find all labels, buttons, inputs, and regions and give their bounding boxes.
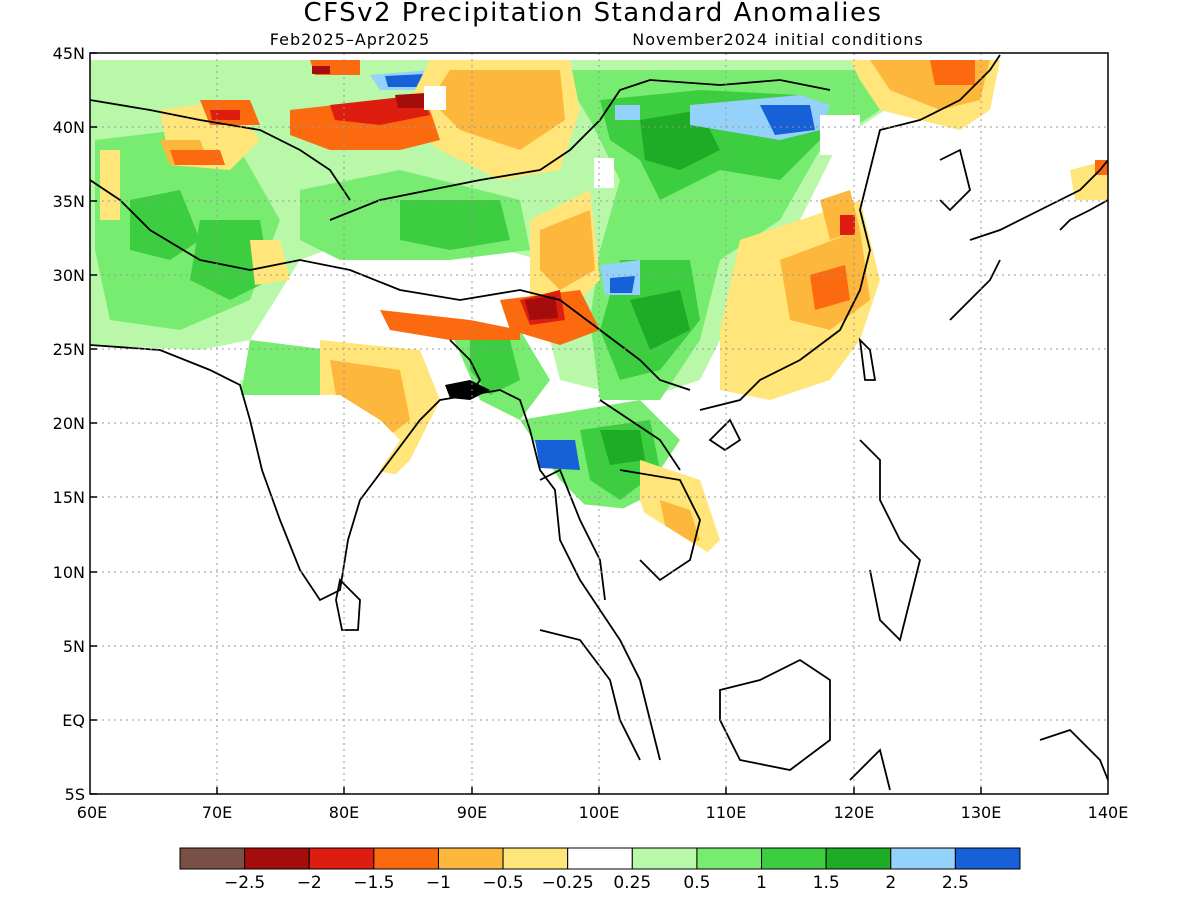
colorbar-label: −2	[297, 873, 322, 893]
axis-ticks	[90, 52, 982, 795]
colorbar-swatch	[825, 847, 892, 870]
colorbar-swatch	[696, 847, 763, 870]
lat-label: 25N	[53, 340, 85, 359]
colorbar-swatch	[567, 847, 633, 870]
colorbar-label: −0.25	[542, 873, 594, 893]
lat-label: 30N	[53, 266, 85, 285]
colorbar-swatch	[890, 847, 956, 870]
graticule	[90, 53, 1108, 794]
lon-label: 90E	[457, 803, 487, 822]
colorbar-swatch	[437, 847, 504, 870]
latitude-labels: 45N 40N 35N 30N 25N 20N 15N 10N 5N EQ 5S	[53, 44, 85, 804]
colorbar-swatch	[373, 847, 439, 870]
lat-label: 35N	[53, 192, 85, 211]
lon-label: 70E	[202, 803, 232, 822]
lat-label: 5S	[65, 785, 85, 804]
colorbar-label: −1	[426, 873, 451, 893]
colorbar-swatch	[502, 847, 569, 870]
lat-label: 15N	[53, 488, 85, 507]
lat-label: 20N	[53, 414, 85, 433]
colorbar-label: 1.5	[813, 873, 840, 893]
lon-label: 60E	[77, 803, 107, 822]
lon-label: 130E	[961, 803, 1002, 822]
map-title: CFSv2 Precipitation Standard Anomalies	[303, 0, 882, 28]
lon-label: 140E	[1088, 803, 1129, 822]
colorbar-label: 2.5	[942, 873, 969, 893]
colorbar-swatch	[954, 847, 1021, 870]
lat-label: EQ	[62, 711, 85, 730]
colorbar-label: 0.5	[683, 873, 710, 893]
lon-label: 100E	[579, 803, 620, 822]
colorbar-swatch	[761, 847, 827, 870]
lat-label: 40N	[53, 118, 85, 137]
lon-label: 80E	[329, 803, 359, 822]
colorbar-label: −2.5	[224, 873, 265, 893]
lon-label: 110E	[706, 803, 747, 822]
anomaly-field	[90, 54, 1108, 794]
lat-label: 45N	[53, 44, 85, 63]
lat-label: 10N	[53, 563, 85, 582]
map-subtitle-period: Feb2025–Apr2025	[270, 30, 430, 49]
lon-label: 120E	[834, 803, 875, 822]
colorbar-swatch	[244, 847, 310, 870]
colorbar-swatch	[631, 847, 698, 870]
colorbar-swatch	[308, 847, 375, 870]
colorbar-label: −0.5	[482, 873, 523, 893]
colorbar-legend: −2.5 −2 −1.5 −1 −0.5 −0.25 0.25 0.5 1 1.5 2 2.5	[179, 847, 1021, 893]
colorbar-label: 1	[756, 873, 767, 893]
colorbar-swatch	[179, 847, 246, 870]
longitude-labels: 60E 70E 80E 90E 100E 110E 120E 130E 140E	[77, 803, 1129, 822]
colorbar-label: −1.5	[353, 873, 394, 893]
lat-label: 5N	[63, 637, 85, 656]
map-subtitle-initial-conditions: November2024 initial conditions	[632, 30, 923, 49]
colorbar-label: 0.25	[613, 873, 651, 893]
colorbar-label: 2	[885, 873, 896, 893]
